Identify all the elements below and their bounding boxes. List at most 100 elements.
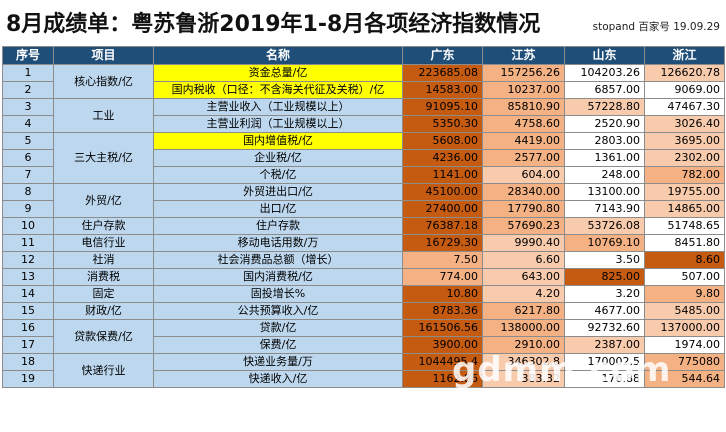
value-js: 4419.00 bbox=[482, 132, 565, 150]
row-index: 5 bbox=[2, 132, 54, 150]
row-index: 8 bbox=[2, 183, 54, 201]
value-js: 57690.23 bbox=[482, 217, 565, 235]
value-zj: 3026.40 bbox=[644, 115, 725, 133]
value-sd: 57228.80 bbox=[564, 98, 645, 116]
value-js: 4758.60 bbox=[482, 115, 565, 133]
indicator-name: 外贸进出口/亿 bbox=[153, 183, 403, 201]
value-zj: 782.00 bbox=[644, 166, 725, 184]
indicator-name: 国内税收（口径：不含海关代征及关税）/亿 bbox=[153, 81, 403, 99]
value-gd: 76387.18 bbox=[402, 217, 483, 235]
indicator-name: 社会消费品总额（增长） bbox=[153, 251, 403, 269]
table-row: 11 电信行业 移动电话用数/万 16729.30 9990.40 10769.10 845… bbox=[2, 234, 725, 252]
table-row: 4 主营业利润（工业规模以上） 5350.30 4758.60 2520.90 3026.… bbox=[2, 115, 725, 133]
group-label: 财政/亿 bbox=[53, 302, 154, 320]
value-sd: 104203.26 bbox=[564, 64, 645, 82]
indicator-name: 主营业收入（工业规模以上） bbox=[153, 98, 403, 116]
value-zj: 14865.00 bbox=[644, 200, 725, 218]
row-index: 4 bbox=[2, 115, 54, 133]
row-index: 1 bbox=[2, 64, 54, 82]
value-js: 157256.26 bbox=[482, 64, 565, 82]
value-zj: 5485.00 bbox=[644, 302, 725, 320]
value-zj: 544.64 bbox=[644, 370, 725, 388]
value-js: 346302.8 bbox=[482, 353, 565, 371]
value-gd: 91095.10 bbox=[402, 98, 483, 116]
row-index: 15 bbox=[2, 302, 54, 320]
row-index: 12 bbox=[2, 251, 54, 269]
header-zhejiang: 浙江 bbox=[644, 46, 725, 65]
row-index: 14 bbox=[2, 285, 54, 303]
value-gd: 16729.30 bbox=[402, 234, 483, 252]
group-label: 外贸/亿 bbox=[53, 183, 154, 218]
value-gd: 3900.00 bbox=[402, 336, 483, 354]
value-js: 138000.00 bbox=[482, 319, 565, 337]
table-row: 17 保费/亿 3900.00 2910.00 2387.00 1974.00 bbox=[2, 336, 725, 354]
value-gd: 1141.00 bbox=[402, 166, 483, 184]
value-sd: 4677.00 bbox=[564, 302, 645, 320]
indicator-name: 国内消费税/亿 bbox=[153, 268, 403, 286]
value-zj: 8451.80 bbox=[644, 234, 725, 252]
value-sd: 53726.08 bbox=[564, 217, 645, 235]
value-sd: 2803.00 bbox=[564, 132, 645, 150]
group-label: 住户存款 bbox=[53, 217, 154, 235]
value-sd: 825.00 bbox=[564, 268, 645, 286]
row-index: 7 bbox=[2, 166, 54, 184]
group-label: 三大主税/亿 bbox=[53, 132, 154, 184]
indicator-name: 保费/亿 bbox=[153, 336, 403, 354]
header-jiangsu: 江苏 bbox=[482, 46, 565, 65]
value-js: 643.00 bbox=[482, 268, 565, 286]
value-js: 383.32 bbox=[482, 370, 565, 388]
indicator-name: 贷款/亿 bbox=[153, 319, 403, 337]
row-index: 2 bbox=[2, 81, 54, 99]
table-row: 15 财政/亿 公共预算收入/亿 8783.36 6217.80 4677.00 5485.… bbox=[2, 302, 725, 320]
header-name: 名称 bbox=[153, 46, 403, 65]
indicator-name: 企业税/亿 bbox=[153, 149, 403, 167]
value-zj: 47467.30 bbox=[644, 98, 725, 116]
value-sd: 92732.60 bbox=[564, 319, 645, 337]
row-index: 16 bbox=[2, 319, 54, 337]
row-index: 3 bbox=[2, 98, 54, 116]
value-sd: 1361.00 bbox=[564, 149, 645, 167]
value-js: 10237.00 bbox=[482, 81, 565, 99]
indicator-name: 出口/亿 bbox=[153, 200, 403, 218]
value-sd: 13100.00 bbox=[564, 183, 645, 201]
value-sd: 3.20 bbox=[564, 285, 645, 303]
value-js: 4.20 bbox=[482, 285, 565, 303]
value-js: 2910.00 bbox=[482, 336, 565, 354]
table-row: 2 国内税收（口径：不含海关代征及关税）/亿 14583.00 10237.00 685… bbox=[2, 81, 725, 99]
value-zj: 51748.65 bbox=[644, 217, 725, 235]
value-zj: 775080 bbox=[644, 353, 725, 371]
value-gd: 14583.00 bbox=[402, 81, 483, 99]
table-row: 14 固定 固投增长% 10.80 4.20 3.20 9.80 bbox=[2, 285, 725, 303]
value-gd: 223685.08 bbox=[402, 64, 483, 82]
group-label: 快递行业 bbox=[53, 353, 154, 388]
table-row: 16 贷款保费/亿 贷款/亿 161506.56 138000.00 92732.60 13… bbox=[2, 319, 725, 354]
value-zj: 8.60 bbox=[644, 251, 725, 269]
table-row: 7 个税/亿 1141.00 604.00 248.00 782.00 bbox=[2, 166, 725, 184]
indicator-name: 固投增长% bbox=[153, 285, 403, 303]
value-zj: 9069.00 bbox=[644, 81, 725, 99]
row-index: 13 bbox=[2, 268, 54, 286]
page-subtitle: stopand 百家号 19.09.29 bbox=[592, 21, 720, 33]
value-zj: 3695.00 bbox=[644, 132, 725, 150]
value-sd: 7143.90 bbox=[564, 200, 645, 218]
table-row: 6 企业税/亿 4236.00 2577.00 1361.00 2302.00 bbox=[2, 149, 725, 167]
value-js: 85810.90 bbox=[482, 98, 565, 116]
title-bar: 8月成绩单：粤苏鲁浙2019年1-8月各项经济指数情况 stopand 百家号 … bbox=[0, 0, 726, 46]
indicator-name: 国内增值税/亿 bbox=[153, 132, 403, 150]
value-js: 6217.80 bbox=[482, 302, 565, 320]
value-zj: 126620.78 bbox=[644, 64, 725, 82]
indicator-name: 移动电话用数/万 bbox=[153, 234, 403, 252]
table-row: 13 消费税 国内消费税/亿 774.00 643.00 825.00 507.00 bbox=[2, 268, 725, 286]
table-row: 19 快递收入/亿 1162.86 383.32 176.88 544.64 bbox=[2, 370, 725, 388]
group-label: 电信行业 bbox=[53, 234, 154, 252]
group-label: 消费税 bbox=[53, 268, 154, 286]
group-label: 核心指数/亿 bbox=[53, 64, 154, 99]
table-row: 5 三大主税/亿 国内增值税/亿 5608.00 4419.00 2803.00 3695.… bbox=[2, 132, 725, 184]
table-row: 9 出口/亿 27400.00 17790.80 7143.90 14865.00 bbox=[2, 200, 725, 218]
table-body: 1 核心指数/亿 资金总量/亿 223685.08 157256.26 104203.26… bbox=[2, 64, 725, 388]
value-gd: 7.50 bbox=[402, 251, 483, 269]
value-gd: 4236.00 bbox=[402, 149, 483, 167]
row-index: 17 bbox=[2, 336, 54, 354]
value-sd: 2387.00 bbox=[564, 336, 645, 354]
value-gd: 1044495.4 bbox=[402, 353, 483, 371]
